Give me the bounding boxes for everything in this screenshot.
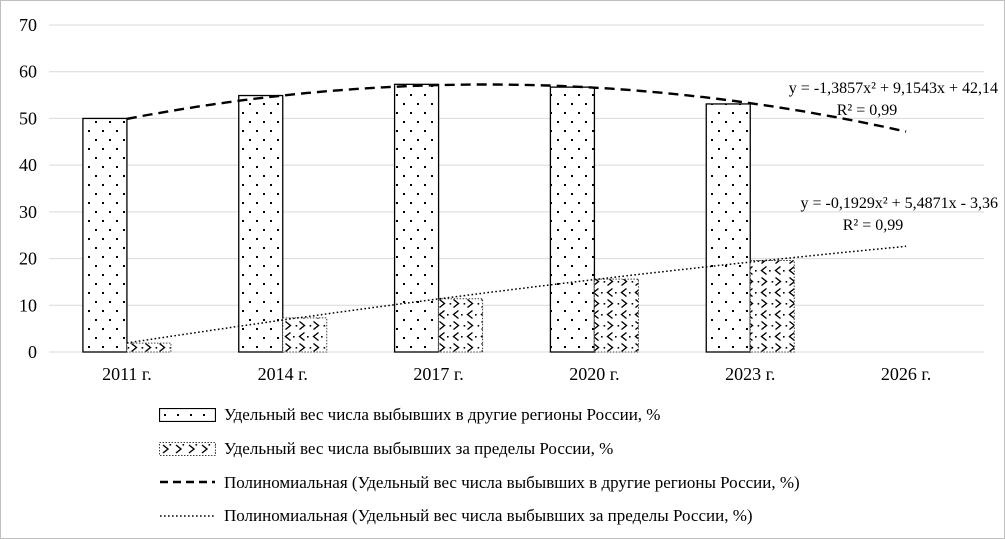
y-axis-tick-label-70: 70 — [19, 15, 37, 35]
chart-canvas: 0 10 20 30 40 50 60 70 2011 г. 2014 г. 2017 г. 2020… — [19, 15, 999, 384]
legend-swatch-bar-dots — [158, 407, 217, 422]
legend-swatch-bar-chevrons — [159, 441, 216, 456]
x-axis-category-label-4: 2023 г. — [725, 364, 775, 384]
chart-legend: Удельный вес числа выбывших в другие рег… — [158, 398, 800, 533]
legend-swatch-line-dotted-icon — [160, 515, 215, 517]
legend-swatch-line-dashed — [159, 475, 216, 489]
y-axis-tick-label-60: 60 — [19, 62, 37, 82]
legend-swatch-line-dashed-icon — [160, 481, 215, 484]
legend-swatch-rect — [158, 407, 217, 422]
y-axis-tick-label-20: 20 — [19, 249, 37, 269]
trendline-2-r-squared: R² = 0,99 — [843, 217, 904, 234]
x-axis-category-label-3: 2020 г. — [569, 364, 619, 384]
legend-swatch-rect — [159, 441, 216, 456]
legend-swatch-bar-chevrons-icon — [159, 441, 216, 456]
legend-item-2: Удельный вес числа выбывших за пределы Р… — [159, 432, 800, 466]
bar-other-regions-2020 г. — [549, 86, 596, 353]
bar-other-regions-2014 г. — [238, 94, 284, 353]
x-axis-category-label-0: 2011 г. — [102, 364, 152, 384]
x-axis-category-label-2: 2017 г. — [413, 364, 463, 384]
y-axis-tick-label-50: 50 — [19, 108, 37, 128]
trendline-dotted-polynomial — [126, 245, 907, 344]
y-axis-tick-label-0: 0 — [28, 342, 37, 362]
legend-item-label: Полиномиальная (Удельный вес числа выбыв… — [224, 506, 753, 526]
trendline-1-r-squared: R² = 0,99 — [837, 102, 898, 119]
bar-other-regions-2011 г. — [82, 117, 128, 353]
legend-item-4: Полиномиальная (Удельный вес числа выбыв… — [159, 499, 800, 533]
legend-item-label: Удельный вес числа выбывших за пределы Р… — [224, 439, 614, 459]
trendline-dashed-polynomial — [126, 83, 907, 133]
bar-outside-russia-2020 г. — [593, 278, 639, 353]
bar-outside-russia-2011 г. — [126, 342, 172, 353]
legend-item-label: Полиномиальная (Удельный вес числа выбыв… — [224, 472, 800, 492]
y-axis-tick-label-10: 10 — [19, 295, 37, 315]
trendline-2-equation: y = -0,1929x² + 5,4871x - 3,36 — [801, 195, 999, 212]
bar-outside-russia-2023 г. — [749, 259, 795, 353]
bar-outside-russia-2017 г. — [438, 298, 484, 353]
legend-item-3: Полиномиальная (Удельный вес числа выбыв… — [159, 465, 800, 499]
bar-other-regions-2023 г. — [705, 103, 751, 353]
legend-item-label: Удельный вес числа выбывших в другие рег… — [224, 405, 661, 425]
y-axis-tick-label-40: 40 — [19, 155, 37, 175]
trendline-1-equation: y = -1,3857x² + 9,1543x + 42,14 — [789, 80, 998, 97]
legend-swatch-line-dotted — [159, 509, 216, 523]
bar-other-regions-2017 г. — [393, 83, 440, 353]
legend-item-1: Удельный вес числа выбывших в другие рег… — [158, 398, 800, 432]
y-axis-tick-label-30: 30 — [19, 202, 37, 222]
x-axis-category-label-1: 2014 г. — [258, 364, 308, 384]
bar-outside-russia-2014 г. — [282, 317, 328, 353]
legend-swatch-bar-dots-icon — [158, 407, 217, 422]
x-axis-category-label-5: 2026 г. — [881, 364, 931, 384]
